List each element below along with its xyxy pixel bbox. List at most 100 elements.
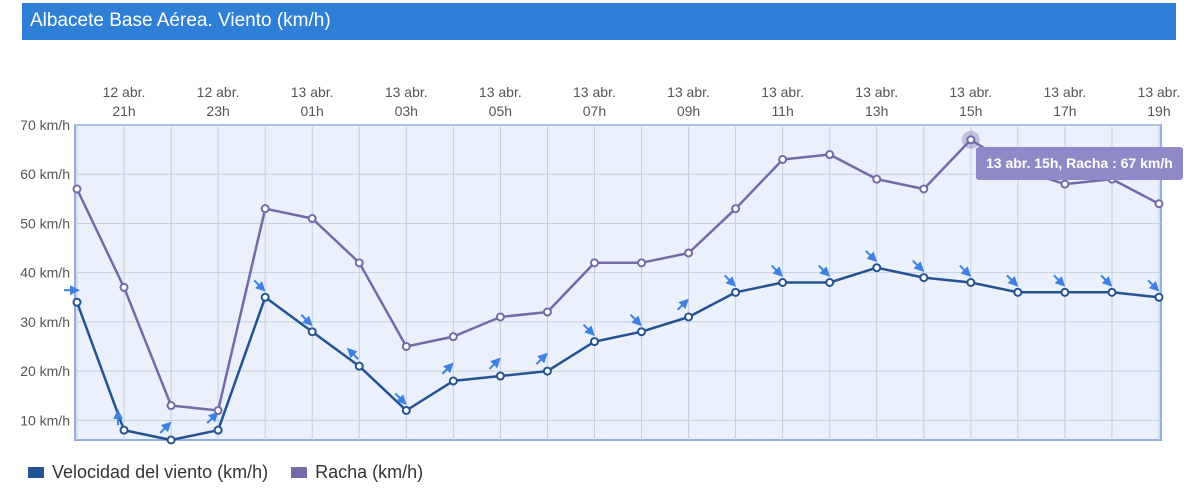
- x-tick-label-date: 13 abr.: [573, 84, 616, 100]
- x-tick-label-date: 13 abr.: [949, 84, 992, 100]
- data-point-0: [684, 312, 694, 322]
- data-point-1: [919, 184, 929, 194]
- y-tick-label: 10 km/h: [20, 412, 70, 428]
- x-tick-label-hour: 23h: [206, 103, 229, 119]
- data-point-0: [213, 425, 223, 435]
- data-point-0: [307, 327, 317, 337]
- x-tick-label-hour: 07h: [583, 103, 606, 119]
- wind-direction-arrow-icon: [488, 357, 501, 370]
- x-tick-label-date: 13 abr.: [1138, 84, 1181, 100]
- wind-direction-arrow-icon: [1147, 279, 1160, 292]
- legend-label-wind-speed: Velocidad del viento (km/h): [52, 462, 269, 482]
- x-tick-label-hour: 15h: [959, 103, 982, 119]
- x-tick-label-hour: 21h: [112, 103, 135, 119]
- data-point-1: [401, 341, 411, 351]
- x-tick-label-hour: 01h: [300, 103, 323, 119]
- series-line-0: [75, 266, 1160, 442]
- y-tick-label: 70 km/h: [20, 117, 70, 133]
- data-point-1: [542, 307, 552, 317]
- legend-label-gust: Racha (km/h): [315, 462, 424, 482]
- legend-item-wind-speed[interactable]: Velocidad del viento (km/h): [28, 462, 268, 483]
- x-tick-label-hour: 05h: [489, 103, 512, 119]
- x-tick-label-date: 12 abr.: [103, 84, 146, 100]
- x-tick-label-date: 13 abr.: [667, 84, 710, 100]
- data-point-1: [307, 214, 317, 224]
- data-point-1: [72, 184, 82, 194]
- wind-direction-arrow-icon: [1006, 274, 1019, 287]
- wind-direction-arrow-icon: [253, 279, 266, 292]
- x-tick-label-date: 13 abr.: [1043, 84, 1086, 100]
- wind-direction-arrow-icon: [582, 323, 595, 336]
- data-point-1: [448, 332, 458, 342]
- wind-direction-arrow-icon: [912, 259, 925, 272]
- y-tick-label: 20 km/h: [20, 363, 70, 379]
- x-tick-label-date: 13 abr.: [385, 84, 428, 100]
- data-point-0: [119, 425, 129, 435]
- data-point-0: [354, 361, 364, 371]
- data-point-0: [448, 376, 458, 386]
- wind-direction-arrow-icon: [676, 298, 689, 311]
- wind-direction-arrow-icon: [346, 347, 359, 360]
- data-point-0: [1013, 287, 1023, 297]
- data-point-0: [589, 337, 599, 347]
- y-tick-label: 40 km/h: [20, 265, 70, 281]
- data-point-1: [495, 312, 505, 322]
- data-point-0: [495, 371, 505, 381]
- data-point-0: [637, 327, 647, 337]
- data-point-1: [637, 258, 647, 268]
- data-point-0: [1154, 292, 1164, 302]
- wind-direction-arrow-icon: [629, 314, 642, 327]
- data-point-0: [731, 287, 741, 297]
- legend-swatch-gust: [291, 467, 308, 478]
- x-tick-label-hour: 09h: [677, 103, 700, 119]
- chart-title: Albacete Base Aérea. Viento (km/h): [30, 10, 331, 31]
- wind-direction-arrow-icon: [535, 352, 548, 365]
- data-point-0: [72, 297, 82, 307]
- data-point-0: [966, 278, 976, 287]
- data-point-1: [166, 401, 176, 411]
- data-point-0: [260, 292, 270, 302]
- x-tick-label-date: 13 abr.: [761, 84, 804, 100]
- wind-direction-arrow-icon: [394, 392, 407, 405]
- legend-swatch-wind-speed: [28, 467, 44, 478]
- chart-legend: Velocidad del viento (km/h) Racha (km/h): [28, 462, 441, 483]
- y-tick-label: 50 km/h: [20, 215, 70, 231]
- data-point-1: [589, 258, 599, 268]
- data-point-0: [1107, 287, 1117, 297]
- wind-direction-arrow-icon: [1053, 274, 1066, 287]
- y-tick-label: 30 km/h: [20, 314, 70, 330]
- x-tick-label-date: 13 abr.: [479, 84, 522, 100]
- wind-direction-arrow-icon: [770, 264, 784, 277]
- data-point-1: [213, 405, 223, 415]
- x-tick-label-hour: 03h: [395, 103, 418, 119]
- data-point-1: [966, 135, 976, 145]
- wind-direction-arrow-icon: [206, 411, 219, 424]
- data-point-0: [778, 278, 788, 287]
- data-point-1: [825, 150, 835, 160]
- data-point-1: [1060, 179, 1070, 189]
- wind-direction-arrow-icon: [959, 264, 972, 277]
- data-point-0: [872, 263, 882, 273]
- wind-direction-arrow-icon: [1100, 274, 1113, 287]
- series-line-1: [75, 138, 1160, 412]
- x-tick-label-hour: 17h: [1053, 103, 1076, 119]
- data-point-0: [919, 273, 929, 283]
- wind-direction-arrow-icon: [723, 274, 736, 287]
- data-point-0: [825, 278, 835, 287]
- data-point-1: [872, 174, 882, 184]
- x-tick-label-date: 13 abr.: [291, 84, 334, 100]
- x-tick-label-hour: 13h: [865, 103, 888, 119]
- y-tick-label: 60 km/h: [20, 166, 70, 182]
- wind-direction-arrow-icon: [159, 421, 172, 434]
- data-point-1: [1154, 199, 1164, 209]
- legend-item-gust[interactable]: Racha (km/h): [291, 462, 423, 483]
- wind-direction-arrow-icon: [441, 362, 454, 375]
- data-point-1: [731, 204, 741, 214]
- data-point-0: [1060, 287, 1070, 297]
- data-point-1: [119, 282, 129, 292]
- data-point-1: [260, 204, 270, 214]
- chart-tooltip: 13 abr. 15h, Racha : 67 km/h: [976, 147, 1183, 180]
- chart-title-bar: Albacete Base Aérea. Viento (km/h): [22, 3, 1176, 40]
- wind-direction-arrow-icon: [865, 250, 878, 263]
- data-point-1: [778, 154, 788, 164]
